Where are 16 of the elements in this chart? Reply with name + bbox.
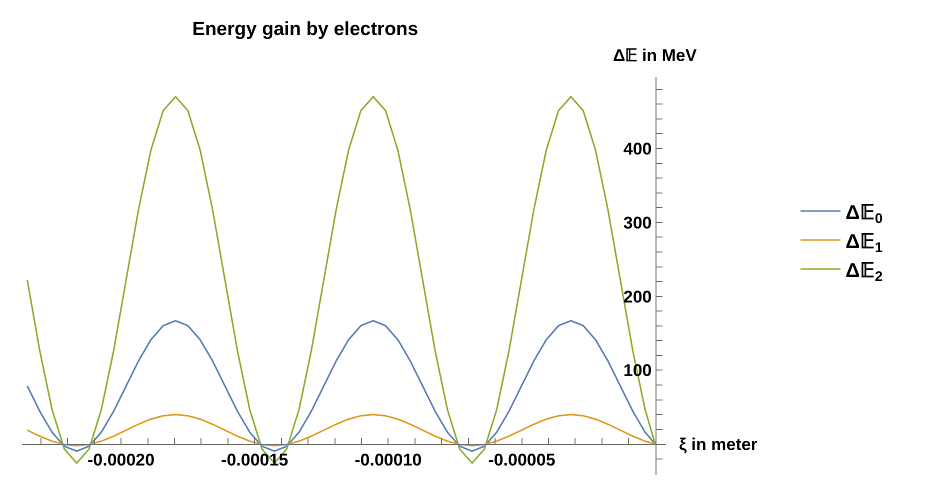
x-tick-label: -0.00010 xyxy=(354,450,422,470)
x-tick-label: -0.00020 xyxy=(87,450,155,470)
x-tick-label: -0.00005 xyxy=(488,450,556,470)
y-tick-label: 300 xyxy=(623,213,652,232)
y-tick-label: 400 xyxy=(623,139,652,158)
line-series xyxy=(26,320,656,452)
x-axis-title: ξ in meter xyxy=(679,435,758,454)
legend-label: Δ𝔼$_{0}$ xyxy=(846,202,883,226)
legend-label: Δ𝔼$_{2}$ xyxy=(846,260,883,284)
legend-label: Δ𝔼$_{1}$ xyxy=(846,230,883,255)
y-tick-label: 200 xyxy=(623,287,652,306)
x-tick-label: -0.00015 xyxy=(221,450,288,470)
line-series xyxy=(26,414,656,447)
chart-title: Energy gain by electrons xyxy=(192,18,418,40)
line-series xyxy=(26,96,656,464)
y-axis-title: Δ𝔼 in MeV xyxy=(613,46,698,65)
